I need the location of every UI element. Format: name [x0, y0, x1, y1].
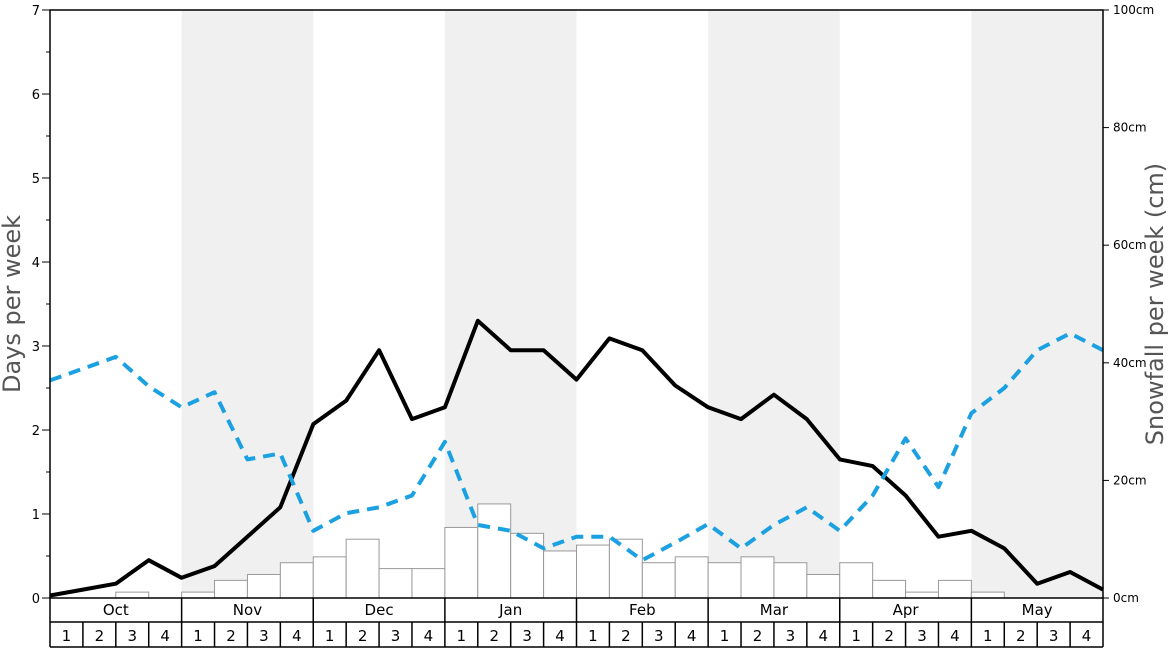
week-label: 3	[917, 627, 927, 645]
right-tick-label: 60cm	[1113, 238, 1147, 252]
week-label: 1	[851, 627, 861, 645]
snowfall-bar	[576, 544, 610, 599]
right-axis-title: Snowfall per week (cm)	[1141, 163, 1168, 445]
week-label: 1	[193, 627, 203, 645]
snowfall-bar	[246, 573, 281, 599]
snowfall-bar	[444, 526, 479, 599]
week-label: 4	[1082, 627, 1092, 645]
month-label: Nov	[233, 601, 262, 619]
right-tick-label: 40cm	[1113, 356, 1147, 370]
left-tick-label: 3	[32, 340, 40, 355]
left-axis-title: Days per week	[0, 215, 26, 393]
snowfall-bar	[510, 532, 545, 599]
left-tick-label: 6	[32, 88, 40, 103]
x-axis-table: Oct 1 2 3 4 Nov 1 2 3 4 Dec 1 2 3 4 Jan 1 2 3 4 Feb 1 2 3 4 Mar 1 2…	[49, 598, 1104, 648]
dashed-line-series	[49, 331, 1104, 563]
week-label: 3	[259, 627, 269, 645]
left-tick-label: 1	[32, 508, 40, 523]
week-label: 4	[950, 627, 960, 645]
month-label: Feb	[629, 601, 656, 619]
week-label: 3	[127, 627, 137, 645]
right-tick-label: 0cm	[1113, 591, 1139, 605]
snowfall-bar	[806, 573, 841, 599]
month-label: Jan	[498, 601, 522, 619]
week-label: 4	[160, 627, 170, 645]
month-bands	[181, 10, 1103, 598]
snowfall-bar	[773, 562, 808, 599]
left-tick-label: 2	[32, 424, 40, 439]
snowfall-bar	[872, 579, 907, 599]
right-tick-label: 20cm	[1113, 473, 1147, 487]
week-label: 1	[325, 627, 335, 645]
week-label: 1	[457, 627, 467, 645]
week-label: 2	[884, 627, 894, 645]
right-tick-label: 80cm	[1113, 121, 1147, 135]
week-label: 4	[424, 627, 434, 645]
month-band	[444, 10, 577, 598]
week-label: 4	[292, 627, 302, 645]
snowfall-bar	[411, 568, 446, 599]
snowfall-bar	[312, 556, 347, 599]
week-label: 3	[522, 627, 532, 645]
snowfall-bar	[214, 579, 248, 599]
month-label: Oct	[103, 601, 129, 619]
snowfall-bar	[477, 503, 512, 599]
snowfall-bar	[674, 556, 709, 599]
month-label: Mar	[760, 601, 789, 619]
left-axis: 0 1 2 3 4 5 6 7	[32, 4, 50, 607]
left-tick-label: 4	[32, 256, 40, 271]
week-label: 1	[983, 627, 993, 645]
left-tick-label: 5	[32, 172, 40, 187]
week-label: 2	[95, 627, 105, 645]
snowfall-bar	[115, 591, 150, 599]
month-band	[181, 10, 314, 598]
snowfall-bar	[839, 562, 874, 599]
solid-line-series	[49, 318, 1104, 598]
week-label: 2	[358, 627, 368, 645]
left-tick-label: 0	[32, 592, 40, 607]
snowfall-bar	[641, 562, 676, 599]
snowfall-bar	[970, 591, 1005, 599]
series-lines	[49, 318, 1104, 598]
snowfall-bar	[707, 562, 742, 599]
right-axis: 0cm 20cm 40cm 60cm 80cm 100cm	[1103, 3, 1154, 605]
snowfall-bar	[181, 591, 216, 599]
month-label: May	[1022, 601, 1053, 619]
week-label: 2	[226, 627, 236, 645]
snowfall-bar	[937, 579, 972, 599]
left-tick-label: 7	[32, 4, 40, 19]
month-band	[971, 10, 1103, 598]
snowfall-bar	[543, 550, 577, 599]
week-label: 2	[489, 627, 499, 645]
week-label: 1	[588, 627, 598, 645]
snowfall-bar	[905, 591, 939, 599]
week-label: 4	[819, 627, 829, 645]
month-label: Apr	[893, 601, 920, 619]
snowfall-bar	[279, 562, 314, 599]
week-label: 1	[720, 627, 730, 645]
week-label: 4	[687, 627, 697, 645]
right-tick-label: 100cm	[1113, 3, 1154, 17]
week-label: 2	[753, 627, 763, 645]
week-label: 2	[621, 627, 631, 645]
snowfall-bar	[345, 538, 380, 599]
snowfall-bar	[608, 538, 643, 599]
month-label: Dec	[365, 601, 394, 619]
snowfall-bar	[740, 556, 775, 599]
week-label: 3	[786, 627, 796, 645]
week-label: 3	[1049, 627, 1059, 645]
snowfall-bar	[378, 568, 413, 599]
month-band	[708, 10, 840, 598]
week-label: 3	[391, 627, 401, 645]
week-label: 4	[555, 627, 565, 645]
week-label: 1	[62, 627, 72, 645]
week-label: 2	[1016, 627, 1026, 645]
week-label: 3	[654, 627, 664, 645]
